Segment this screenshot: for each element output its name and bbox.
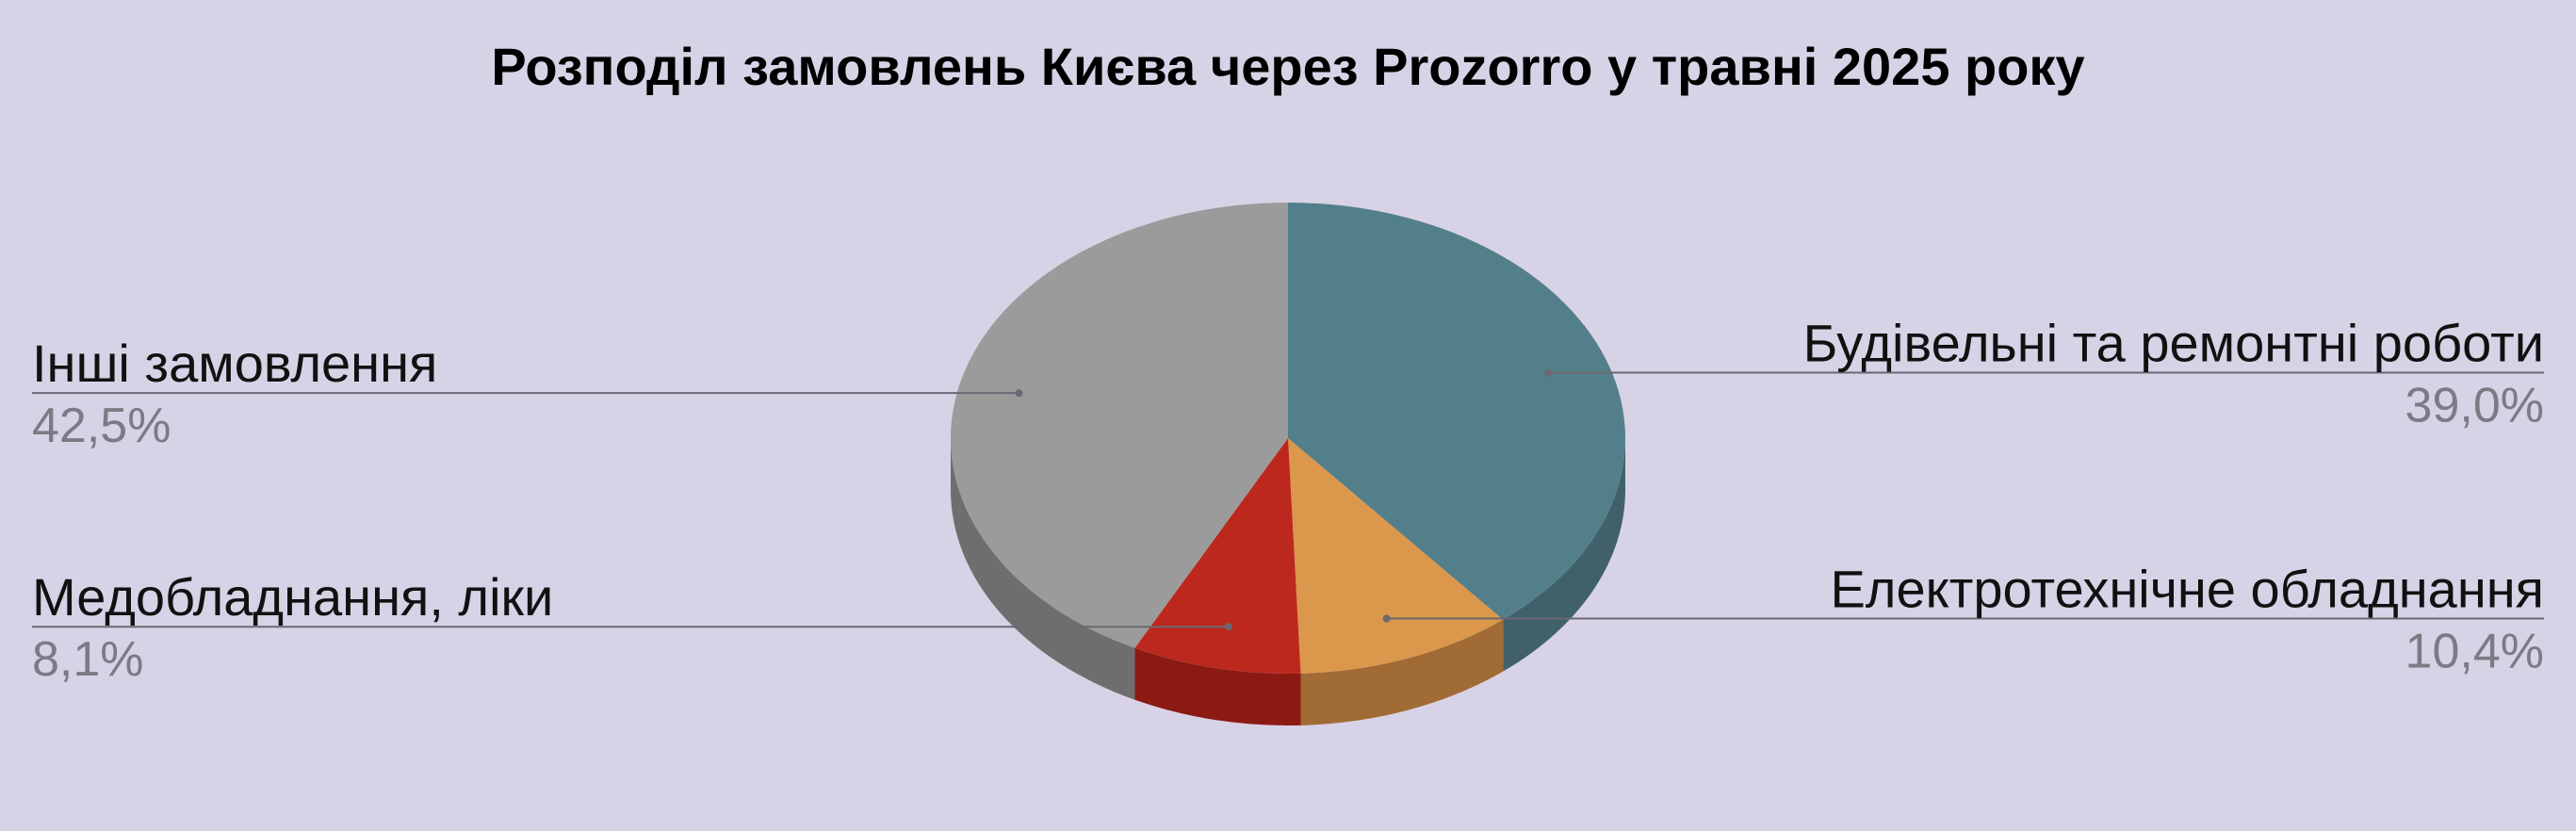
slice-percent: 10,4%	[2405, 625, 2544, 679]
leader-dot	[1382, 614, 1391, 623]
pie-labels: Будівельні та ремонтні роботи 39,0% Електр…	[32, 314, 2544, 687]
leader-dot	[1544, 368, 1553, 377]
leader-dot	[1224, 623, 1232, 631]
pie-slices	[950, 203, 1625, 674]
slice-label: Електротехнічне обладнання	[1830, 560, 2544, 619]
slice-label: Інші замовлення	[32, 334, 437, 393]
pie-side-slice-2	[1300, 619, 1504, 725]
pie-side-slice-4	[951, 438, 1135, 700]
pie-slice-3[interactable]	[1134, 438, 1301, 674]
pie-label-slice-2: Електротехнічне обладнання 10,4%	[1382, 560, 2544, 679]
leader-dot	[1015, 389, 1023, 398]
slice-percent: 42,5%	[32, 399, 171, 453]
pie-label-slice-4: Інші замовлення 42,5%	[32, 334, 1023, 453]
chart-title: Розподіл замовлень Києва через Prozorro …	[491, 37, 2084, 96]
pie-slice-4[interactable]	[950, 203, 1288, 648]
pie-side-slice-1	[1503, 438, 1625, 672]
pie-slice-2[interactable]	[1288, 438, 1504, 674]
pie-side-slice-3	[1134, 647, 1301, 725]
pie-slice-1[interactable]	[1288, 203, 1625, 620]
pie-label-slice-1: Будівельні та ремонтні роботи 39,0%	[1544, 314, 2544, 433]
slice-label: Будівельні та ремонтні роботи	[1803, 314, 2544, 373]
pie-side-walls	[951, 438, 1625, 725]
slice-percent: 39,0%	[2405, 379, 2544, 433]
slice-percent: 8,1%	[32, 632, 144, 687]
slice-label: Медобладнання, ліки	[32, 567, 553, 627]
